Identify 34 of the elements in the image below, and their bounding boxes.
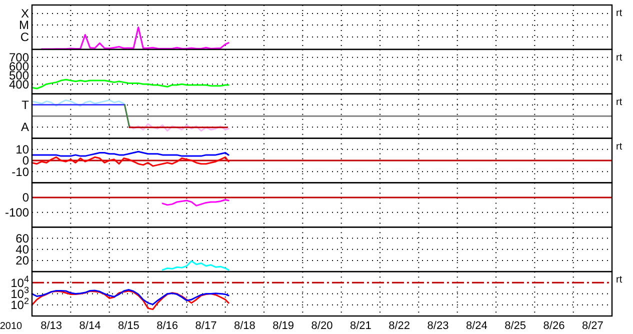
text: T	[22, 98, 30, 112]
text: X	[20, 6, 29, 20]
x-tick-label: 8/23	[427, 320, 449, 332]
text: rt	[616, 274, 622, 286]
x-tick-label: 8/21	[350, 320, 372, 332]
text: rt	[616, 52, 622, 64]
y-tick-label: 60	[16, 231, 30, 246]
x-tick-label: 8/25	[504, 320, 526, 332]
line-series	[162, 260, 230, 271]
text: C	[20, 30, 30, 44]
text: 2010	[0, 321, 23, 332]
x-tick-label: 8/13	[40, 320, 62, 332]
x-tick-label: 8/26	[543, 320, 565, 332]
line-series	[31, 156, 230, 167]
x-tick-label: 8/18	[234, 320, 256, 332]
line-series	[31, 289, 230, 306]
y-tick-label: -100	[4, 206, 30, 220]
x-tick-label: 8/14	[79, 320, 101, 332]
x-tick-label: 8/20	[311, 320, 333, 332]
x-tick-label: 8/15	[118, 320, 140, 332]
text: M	[19, 18, 29, 32]
x-tick-label: 8/17	[195, 320, 217, 332]
text: rt	[616, 8, 622, 19]
y-tick-label: 0	[22, 190, 30, 205]
x-tick-label: 8/22	[388, 320, 410, 332]
x-tick-label: 8/16	[156, 320, 178, 332]
x-tick-label: 8/27	[582, 320, 604, 332]
line-series	[31, 290, 230, 310]
text: rt	[616, 96, 622, 108]
x-tick-label: 8/19	[272, 320, 294, 332]
line-series	[31, 78, 230, 90]
text: rt	[616, 141, 622, 152]
x-tick-label: 8/24	[466, 320, 488, 332]
text: A	[20, 120, 29, 134]
